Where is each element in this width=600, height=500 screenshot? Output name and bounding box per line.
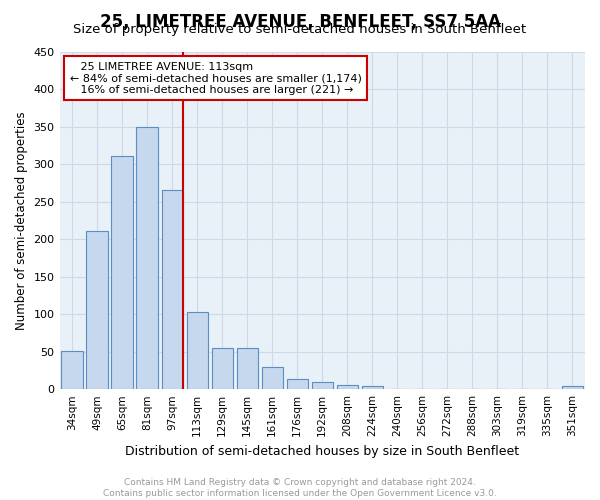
Text: 25, LIMETREE AVENUE, BENFLEET, SS7 5AA: 25, LIMETREE AVENUE, BENFLEET, SS7 5AA <box>100 12 500 30</box>
Bar <box>337 384 358 389</box>
Text: Contains HM Land Registry data © Crown copyright and database right 2024.
Contai: Contains HM Land Registry data © Crown c… <box>103 478 497 498</box>
Text: Size of property relative to semi-detached houses in South Benfleet: Size of property relative to semi-detach… <box>73 22 527 36</box>
Bar <box>562 386 583 389</box>
Bar <box>362 386 383 389</box>
Bar <box>61 351 83 389</box>
Bar <box>86 231 108 389</box>
Bar <box>311 382 333 389</box>
X-axis label: Distribution of semi-detached houses by size in South Benfleet: Distribution of semi-detached houses by … <box>125 444 520 458</box>
Bar <box>187 312 208 389</box>
Bar <box>212 348 233 389</box>
Bar <box>236 348 258 389</box>
Bar <box>136 126 158 389</box>
Bar <box>112 156 133 389</box>
Text: 25 LIMETREE AVENUE: 113sqm
← 84% of semi-detached houses are smaller (1,174)
   : 25 LIMETREE AVENUE: 113sqm ← 84% of semi… <box>70 62 362 95</box>
Bar <box>262 368 283 389</box>
Bar <box>161 190 183 389</box>
Bar <box>287 380 308 389</box>
Y-axis label: Number of semi-detached properties: Number of semi-detached properties <box>15 111 28 330</box>
